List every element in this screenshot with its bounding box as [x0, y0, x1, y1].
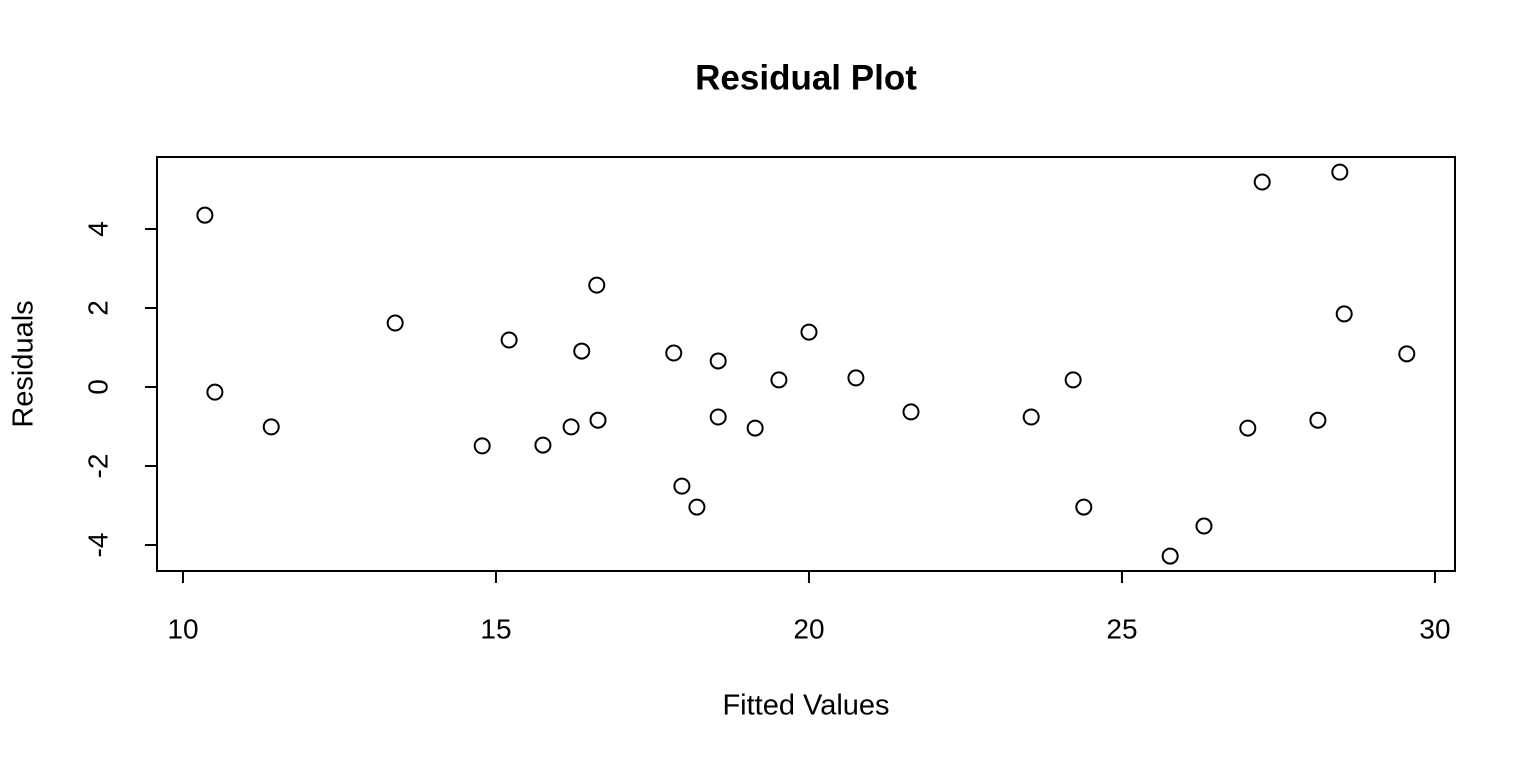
- point: [1064, 371, 1082, 389]
- point: [688, 498, 706, 516]
- point: [386, 314, 404, 332]
- point: [1309, 411, 1327, 429]
- point: [1335, 305, 1353, 323]
- y-tick-label: 2: [82, 300, 113, 316]
- point: [206, 383, 224, 401]
- x-tick-label: 10: [167, 613, 198, 644]
- point: [1398, 345, 1416, 363]
- x-tick-label: 25: [1106, 613, 1137, 644]
- y-tick-label: 4: [82, 221, 113, 237]
- point: [1239, 419, 1257, 437]
- point: [709, 352, 727, 370]
- point: [262, 418, 280, 436]
- point: [665, 344, 683, 362]
- point: [709, 408, 727, 426]
- y-tick-label: -4: [82, 533, 113, 558]
- point: [1161, 547, 1179, 565]
- point: [1331, 163, 1349, 181]
- point: [770, 371, 788, 389]
- point: [573, 342, 591, 360]
- x-axis-label: Fitted Values: [722, 690, 889, 722]
- point: [800, 323, 818, 341]
- point: [562, 418, 580, 436]
- x-tick-label: 20: [793, 613, 824, 644]
- point: [534, 436, 552, 454]
- x-tick-label: 30: [1419, 613, 1450, 644]
- y-tick-label: -2: [82, 454, 113, 479]
- point: [1022, 408, 1040, 426]
- y-tick-label: 0: [82, 379, 113, 395]
- point: [500, 331, 518, 349]
- y-axis-label: Residuals: [8, 300, 40, 427]
- point: [589, 411, 607, 429]
- x-tick-label: 15: [480, 613, 511, 644]
- chart-title: Residual Plot: [695, 58, 917, 97]
- point: [847, 369, 865, 387]
- point: [902, 403, 920, 421]
- point: [746, 419, 764, 437]
- point: [473, 437, 491, 455]
- point: [588, 276, 606, 294]
- point: [1253, 173, 1271, 191]
- point: [1195, 517, 1213, 535]
- plot-frame: [156, 156, 1456, 572]
- point: [673, 477, 691, 495]
- point: [1075, 498, 1093, 516]
- point: [196, 206, 214, 224]
